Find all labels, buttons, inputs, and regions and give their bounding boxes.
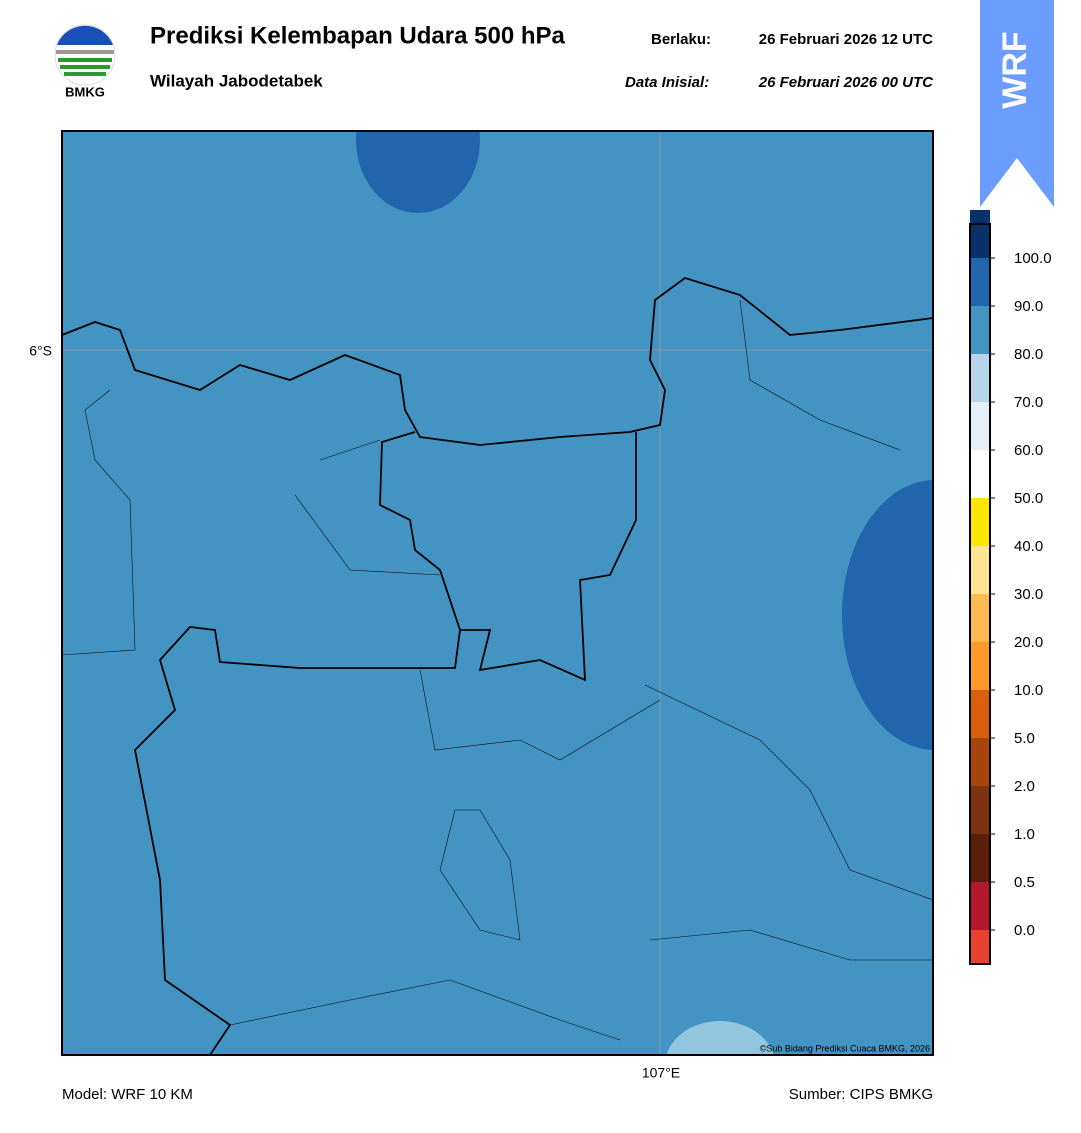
colorbar-segment	[970, 546, 990, 594]
colorbar-segment	[970, 306, 990, 354]
colorbar-label: 90.0	[1014, 298, 1043, 315]
colorbar-label: 2.0	[1014, 778, 1035, 795]
province-border	[134, 431, 637, 1055]
colorbar-label: 60.0	[1014, 442, 1043, 459]
colorbar-label: 20.0	[1014, 634, 1043, 651]
colorbar-label: 80.0	[1014, 346, 1043, 363]
colorbar-segment	[970, 882, 990, 930]
colorbar-label: 1.0	[1014, 826, 1035, 843]
badge-text: WRF	[996, 31, 1034, 108]
logo: BMKG	[54, 24, 116, 99]
map: ©Sub Bidang Prediksi Cuaca BMKG, 2026 6°…	[29, 130, 934, 1081]
contour	[356, 131, 480, 213]
colorbar-segment	[970, 258, 990, 306]
footer-model: Model: WRF 10 KM	[62, 1086, 193, 1103]
colorbar-label: 70.0	[1014, 394, 1043, 411]
colorbar-label: 50.0	[1014, 490, 1043, 507]
subtitle: Wilayah Jabodetabek	[150, 71, 323, 90]
colorbar-label: 100.0	[1014, 250, 1052, 267]
colorbar-segment	[970, 642, 990, 690]
contour	[842, 480, 933, 750]
colorbar-segment	[970, 210, 990, 258]
colorbar-segment	[970, 450, 990, 498]
coastline	[62, 277, 933, 446]
colorbar-segment	[970, 354, 990, 402]
colorbar-segment	[970, 786, 990, 834]
colorbar-segment	[970, 498, 990, 546]
colorbar-label: 40.0	[1014, 538, 1043, 555]
footer-source: Sumber: CIPS BMKG	[789, 1086, 933, 1103]
colorbar-label: 30.0	[1014, 586, 1043, 603]
colorbar-label: 0.0	[1014, 922, 1035, 939]
copyright: ©Sub Bidang Prediksi Cuaca BMKG, 2026	[760, 1043, 930, 1053]
colorbar-segment	[970, 834, 990, 882]
init-label: Data Inisial:	[625, 74, 709, 91]
lon-label: 107°E	[642, 1065, 680, 1081]
init-time: 26 Februari 2026 00 UTC	[758, 74, 934, 91]
title: Prediksi Kelembapan Udara 500 hPa	[150, 22, 566, 49]
colorbar-label: 0.5	[1014, 874, 1035, 891]
contour	[666, 1021, 774, 1055]
valid-time: 26 Februari 2026 12 UTC	[759, 31, 933, 48]
colorbar-label: 10.0	[1014, 682, 1043, 699]
district-border	[62, 299, 933, 1041]
colorbar-label: 5.0	[1014, 730, 1035, 747]
badge	[980, 0, 1054, 207]
colorbar-segment	[970, 738, 990, 786]
colorbar-segment	[970, 930, 990, 964]
logo-text: BMKG	[65, 84, 105, 99]
colorbar: 0.0 0.5 1.0 2.0 5.0 10.0 20.0 30.0 40.0 50.0 60.0 7…	[969, 210, 1052, 965]
colorbar-segment	[970, 690, 990, 738]
colorbar-segment	[970, 402, 990, 450]
colorbar-segment	[970, 594, 990, 642]
lat-label: 6°S	[29, 343, 52, 359]
valid-label: Berlaku:	[651, 31, 711, 48]
